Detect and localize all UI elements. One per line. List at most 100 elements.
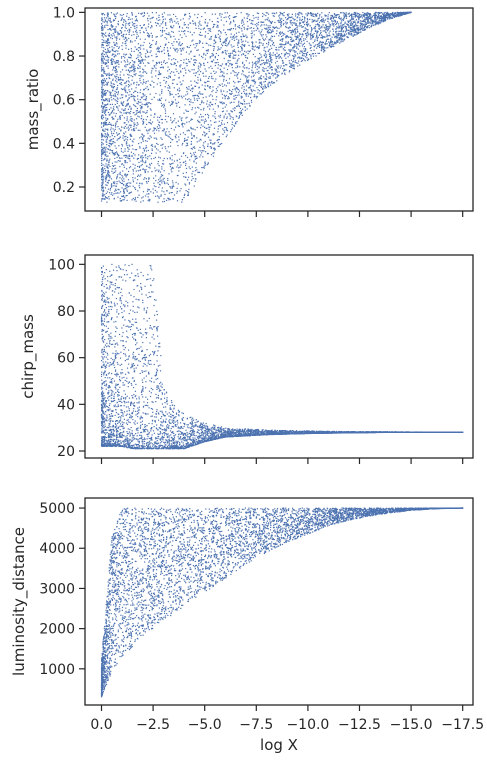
- scatter-point: [212, 108, 214, 110]
- scatter-point: [187, 93, 189, 95]
- scatter-point: [169, 145, 172, 147]
- scatter-point: [312, 36, 314, 38]
- scatter-point: [192, 170, 194, 173]
- scatter-point: [400, 13, 402, 15]
- scatter-point: [121, 157, 123, 159]
- scatter-point: [213, 70, 215, 72]
- scatter-point: [294, 22, 296, 24]
- scatter-point: [174, 74, 176, 76]
- scatter-point: [288, 49, 290, 51]
- scatter-point: [100, 173, 103, 176]
- scatter-point: [172, 79, 174, 81]
- scatter-point: [155, 175, 157, 177]
- scatter-point: [323, 35, 325, 38]
- scatter-point: [125, 176, 127, 178]
- scatter-point: [391, 12, 393, 14]
- scatter-point: [258, 47, 260, 50]
- scatter-point: [117, 133, 119, 135]
- scatter-point: [202, 134, 204, 136]
- scatter-point: [109, 103, 111, 106]
- scatter-point: [374, 22, 376, 24]
- scatter-point: [151, 98, 153, 100]
- scatter-point: [288, 60, 290, 62]
- scatter-point: [111, 110, 113, 113]
- scatter-point: [138, 84, 140, 86]
- scatter-point: [345, 17, 348, 19]
- scatter-point: [105, 92, 107, 94]
- scatter-point: [294, 60, 297, 62]
- scatter-point: [220, 65, 223, 67]
- scatter-point: [245, 13, 247, 15]
- scatter-point: [118, 116, 121, 118]
- scatter-point: [277, 55, 279, 57]
- scatter-point: [169, 157, 171, 159]
- scatter-point: [353, 34, 355, 36]
- scatter-point: [214, 57, 217, 59]
- scatter-point: [199, 66, 201, 68]
- scatter-point: [114, 99, 116, 101]
- scatter-point: [169, 76, 171, 79]
- scatter-point: [283, 22, 285, 25]
- scatter-point: [105, 154, 107, 156]
- scatter-point: [229, 113, 231, 115]
- scatter-point: [207, 32, 209, 35]
- scatter-point: [252, 42, 254, 45]
- scatter-point: [132, 104, 135, 106]
- scatter-point: [294, 31, 297, 33]
- scatter-point: [377, 23, 380, 25]
- scatter-point: [370, 16, 372, 18]
- scatter-point: [143, 149, 145, 151]
- scatter-point: [147, 36, 150, 38]
- scatter-point: [142, 15, 144, 18]
- scatter-point: [246, 108, 248, 110]
- scatter-point: [208, 104, 210, 106]
- scatter-point: [139, 91, 141, 94]
- scatter-point: [142, 44, 144, 47]
- scatter-point: [332, 24, 334, 26]
- scatter-point: [105, 169, 107, 172]
- scatter-point: [250, 32, 252, 35]
- scatter-point: [340, 36, 342, 38]
- scatter-point: [314, 26, 316, 28]
- scatter-point: [403, 13, 406, 15]
- scatter-point: [132, 76, 134, 78]
- scatter-point: [147, 196, 149, 198]
- scatter-point: [163, 170, 165, 172]
- scatter-point: [306, 40, 308, 43]
- scatter-point: [325, 47, 327, 49]
- scatter-point: [151, 26, 153, 28]
- scatter-point: [101, 39, 103, 41]
- scatter-point: [116, 102, 118, 104]
- scatter-point: [331, 36, 333, 38]
- scatter-point: [176, 70, 178, 73]
- scatter-point: [204, 21, 206, 23]
- scatter-point: [108, 179, 110, 182]
- scatter-point: [180, 164, 182, 166]
- scatter-point: [153, 81, 155, 84]
- scatter-point: [154, 156, 157, 159]
- scatter-point: [307, 20, 309, 22]
- scatter-point: [165, 38, 168, 40]
- scatter-point: [163, 52, 166, 54]
- scatter-point: [157, 99, 159, 101]
- scatter-point: [125, 66, 127, 68]
- scatter-point: [120, 29, 122, 32]
- scatter-point: [201, 172, 203, 174]
- scatter-point: [352, 29, 354, 31]
- scatter-point: [390, 13, 393, 15]
- scatter-point: [313, 27, 315, 29]
- scatter-point: [126, 168, 128, 170]
- scatter-point: [107, 188, 110, 190]
- scatter-point: [166, 47, 169, 49]
- scatter-point: [129, 56, 131, 59]
- scatter-point: [102, 125, 105, 127]
- scatter-point: [300, 38, 302, 40]
- scatter-point: [328, 41, 330, 43]
- scatter-point: [124, 43, 126, 45]
- scatter-point: [364, 24, 367, 26]
- scatter-point: [299, 52, 301, 54]
- scatter-point: [232, 57, 234, 60]
- scatter-point: [100, 123, 103, 125]
- scatter-point: [175, 15, 177, 18]
- scatter-point: [279, 19, 282, 21]
